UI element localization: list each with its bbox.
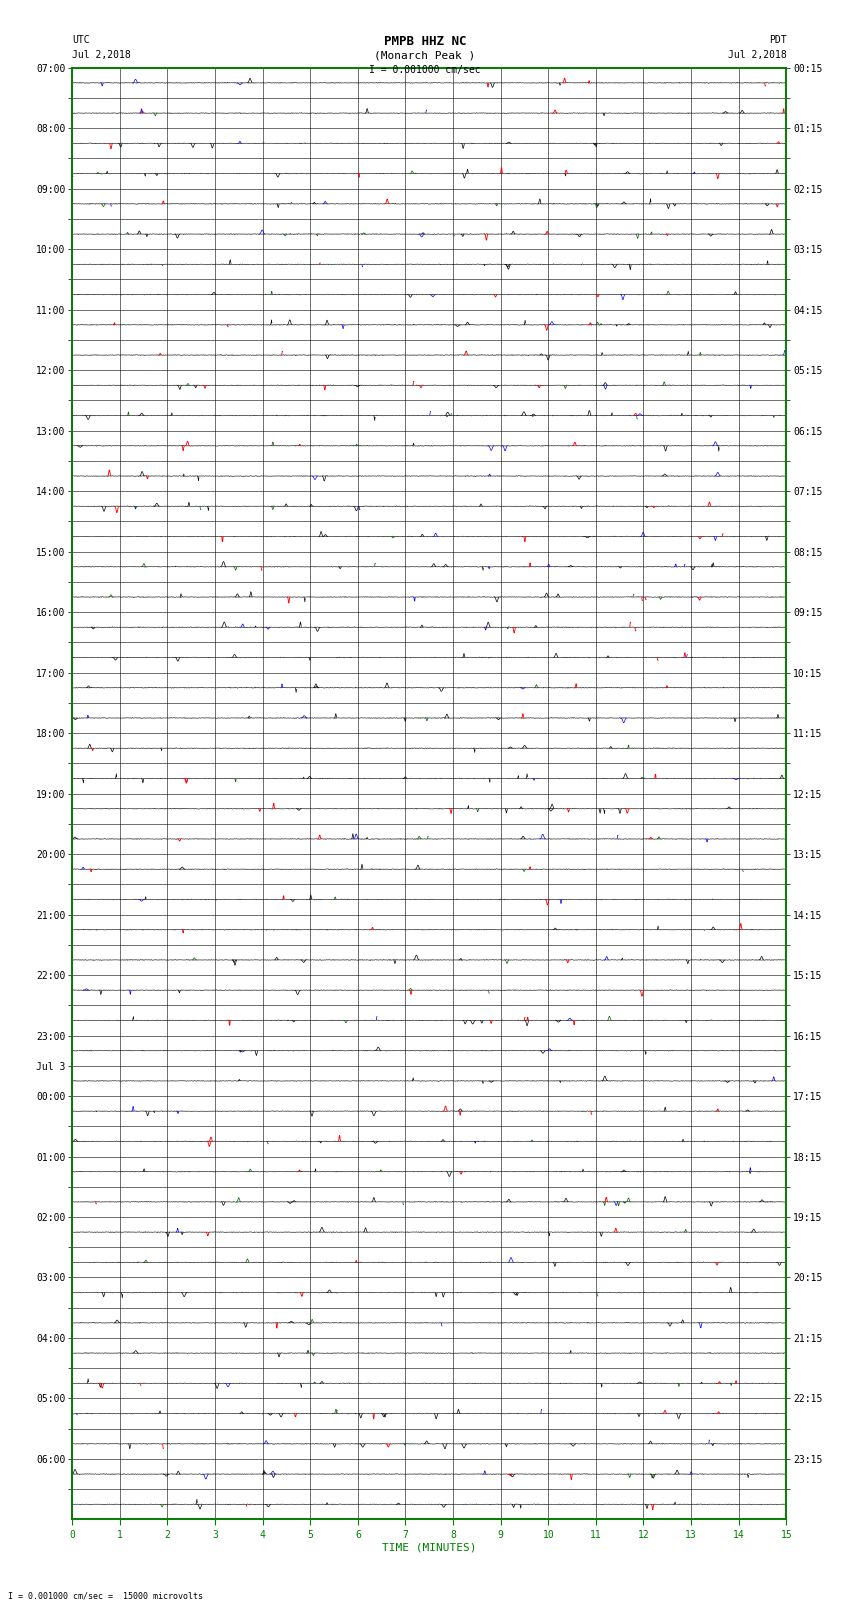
X-axis label: TIME (MINUTES): TIME (MINUTES) [382,1542,477,1553]
Text: UTC: UTC [72,35,90,45]
Text: (Monarch Peak ): (Monarch Peak ) [374,50,476,60]
Text: Jul 2,2018: Jul 2,2018 [728,50,786,60]
Text: I = 0.001000 cm/sec: I = 0.001000 cm/sec [369,65,481,74]
Text: PDT: PDT [768,35,786,45]
Text: Jul 2,2018: Jul 2,2018 [72,50,131,60]
Text: I = 0.001000 cm/sec =  15000 microvolts: I = 0.001000 cm/sec = 15000 microvolts [8,1590,203,1600]
Text: PMPB HHZ NC: PMPB HHZ NC [383,35,467,48]
